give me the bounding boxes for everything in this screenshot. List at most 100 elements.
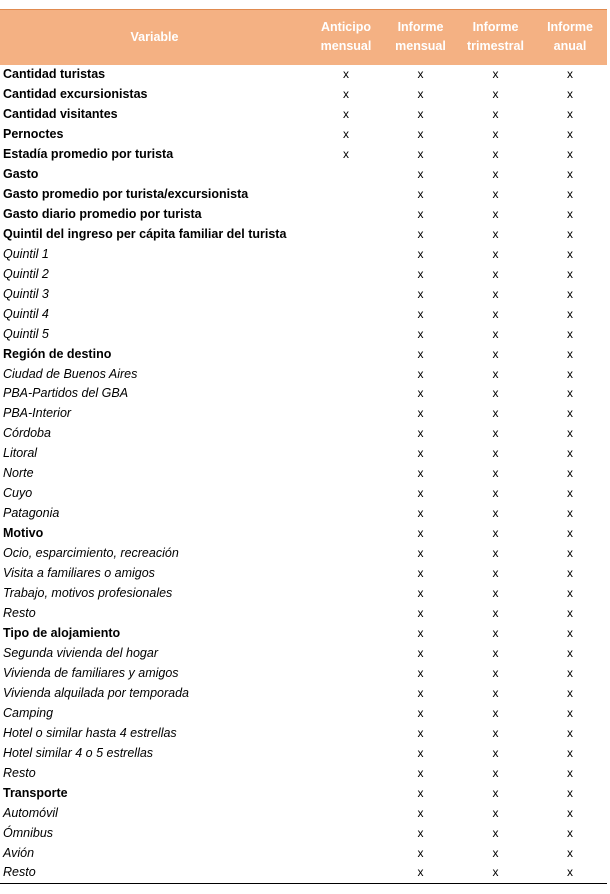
mark-informe-anual: x	[567, 366, 573, 381]
mark-informe-anual: x	[567, 745, 573, 760]
table-row: Hotel o similar hasta 4 estrellas x x x	[0, 723, 607, 743]
row-label: Quintil 2	[3, 266, 49, 281]
row-label: Transporte	[3, 785, 68, 800]
mark-informe-anual: x	[567, 466, 573, 481]
table-row: Cuyo x x x	[0, 484, 607, 504]
header-informe-anual: Informe anual	[533, 9, 607, 65]
mark-informe-trimestral: x	[492, 146, 499, 161]
mark-informe-anual: x	[567, 426, 573, 441]
mark-informe-trimestral: x	[492, 226, 499, 241]
header-informe-mensual: Informe mensual	[383, 9, 458, 65]
mark-informe-trimestral: x	[492, 486, 499, 501]
mark-informe-trimestral: x	[492, 206, 499, 221]
table-row: PBA-Interior x x x	[0, 404, 607, 424]
mark-informe-trimestral: x	[492, 86, 499, 101]
header-anticipo-mensual: Anticipo mensual	[309, 9, 383, 65]
mark-informe-anual: x	[567, 286, 573, 301]
row-label: Automóvil	[3, 805, 58, 820]
row-label: Ciudad de Buenos Aires	[3, 366, 138, 381]
mark-anticipo-mensual	[309, 424, 383, 444]
mark-anticipo-mensual	[309, 324, 383, 344]
row-label: Segunda vivienda del hogar	[3, 646, 158, 661]
mark-anticipo-mensual	[309, 164, 383, 184]
table-row: Trabajo, motivos profesionales x x x	[0, 584, 607, 604]
mark-anticipo-mensual	[309, 344, 383, 364]
table-row: Quintil 1 x x x	[0, 244, 607, 264]
mark-anticipo-mensual	[309, 284, 383, 304]
row-label: Cuyo	[3, 486, 33, 501]
mark-informe-trimestral: x	[492, 745, 499, 760]
mark-informe-mensual: x	[417, 486, 424, 501]
mark-informe-anual: x	[567, 66, 573, 81]
mark-informe-trimestral: x	[492, 446, 499, 461]
table-row: Resto x x x	[0, 763, 607, 783]
mark-informe-anual: x	[567, 206, 573, 221]
table-row: PBA-Partidos del GBA x x x	[0, 384, 607, 404]
mark-anticipo-mensual	[309, 704, 383, 724]
table-row: Automóvil x x x	[0, 803, 607, 823]
mark-anticipo-mensual	[309, 763, 383, 783]
mark-informe-mensual: x	[417, 326, 424, 341]
mark-informe-mensual: x	[417, 306, 424, 321]
mark-informe-trimestral: x	[492, 466, 499, 481]
mark-informe-trimestral: x	[492, 326, 499, 341]
mark-informe-anual: x	[567, 346, 573, 361]
mark-informe-anual: x	[533, 863, 607, 884]
mark-anticipo-mensual	[309, 444, 383, 464]
mark-informe-mensual: x	[417, 626, 424, 641]
mark-anticipo-mensual	[309, 364, 383, 384]
table-row: Vivienda de familiares y amigos x x x	[0, 664, 607, 684]
row-label: PBA-Interior	[3, 406, 72, 421]
mark-anticipo-mensual	[309, 404, 383, 424]
mark-anticipo-mensual	[309, 723, 383, 743]
mark-informe-anual: x	[567, 146, 573, 161]
mark-informe-mensual: x	[417, 166, 424, 181]
mark-informe-trimestral: x	[492, 106, 499, 121]
mark-informe-mensual: x	[417, 586, 424, 601]
mark-anticipo-mensual: x	[343, 146, 349, 161]
mark-informe-anual: x	[567, 186, 573, 201]
mark-informe-mensual: x	[417, 286, 424, 301]
mark-informe-mensual: x	[417, 466, 424, 481]
mark-informe-mensual: x	[417, 246, 424, 261]
row-label: Resto	[0, 863, 309, 884]
row-label: Vivienda alquilada por temporada	[3, 686, 190, 701]
mark-anticipo-mensual	[309, 684, 383, 704]
header-variable: Variable	[0, 9, 309, 65]
table-row: Litoral x x x	[0, 444, 607, 464]
mark-informe-trimestral: x	[492, 506, 499, 521]
mark-informe-mensual: x	[417, 805, 424, 820]
mark-informe-mensual: x	[417, 446, 424, 461]
mark-informe-anual: x	[567, 725, 573, 740]
mark-informe-anual: x	[567, 686, 573, 701]
mark-informe-anual: x	[567, 86, 573, 101]
mark-informe-mensual: x	[417, 146, 424, 161]
mark-informe-anual: x	[567, 326, 573, 341]
table-row: Resto x x x	[0, 604, 607, 624]
mark-informe-trimestral: x	[492, 825, 499, 840]
mark-informe-mensual: x	[417, 506, 424, 521]
mark-informe-trimestral: x	[492, 805, 499, 820]
table-row: Hotel similar 4 o 5 estrellas x x x	[0, 743, 607, 763]
mark-anticipo-mensual	[309, 803, 383, 823]
mark-informe-mensual: x	[417, 646, 424, 661]
mark-informe-trimestral: x	[492, 785, 499, 800]
row-label: Cantidad turistas	[3, 66, 106, 81]
mark-informe-anual: x	[567, 626, 573, 641]
mark-informe-anual: x	[567, 126, 573, 141]
mark-informe-mensual: x	[383, 863, 458, 884]
mark-informe-trimestral: x	[492, 386, 499, 401]
row-label: Región de destino	[3, 346, 112, 361]
table-row: Transporte x x x	[0, 783, 607, 803]
mark-anticipo-mensual	[309, 843, 383, 863]
mark-informe-trimestral: x	[458, 863, 533, 884]
mark-informe-trimestral: x	[492, 286, 499, 301]
mark-informe-trimestral: x	[492, 606, 499, 621]
mark-informe-anual: x	[567, 306, 573, 321]
table-row: Avión x x x	[0, 843, 607, 863]
table-header: Variable Anticipo mensual Informe mensua…	[0, 9, 607, 65]
mark-informe-anual: x	[567, 765, 573, 780]
mark-informe-anual: x	[567, 506, 573, 521]
mark-anticipo-mensual	[309, 384, 383, 404]
mark-informe-mensual: x	[417, 845, 424, 860]
